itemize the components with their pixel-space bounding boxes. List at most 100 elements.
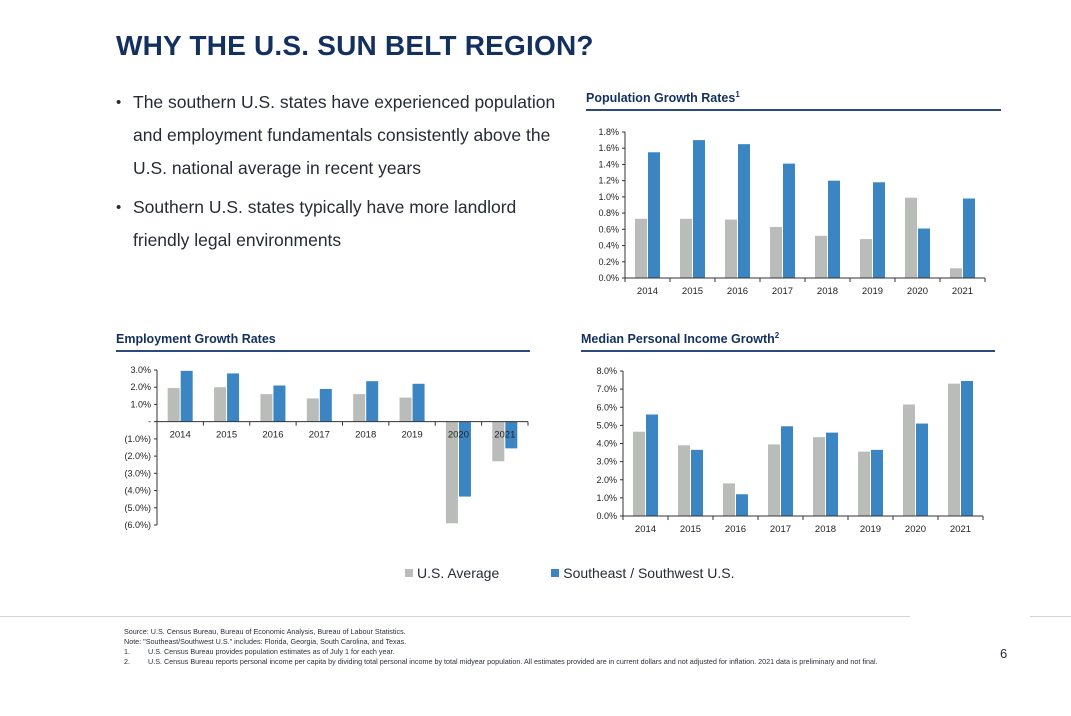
bar-southeast-southwest-2017 [319,388,332,422]
x-tick-label: 2016 [725,524,746,535]
legend-item-se: Southeast / Southwest U.S. [551,565,734,581]
footnotes: Source: U.S. Census Bureau, Bureau of Ec… [124,627,878,667]
bar-southeast-southwest-2014 [648,152,660,278]
y-tick-label: 3.0% [130,365,151,375]
y-tick-label: 0.0% [598,273,619,283]
x-tick-label: 2021 [950,524,971,535]
bar-southeast-southwest-2018 [826,432,838,516]
bar-southeast-southwest-2015 [691,449,703,516]
bar-us-average-2015 [680,218,692,278]
bar-southeast-southwest-2019 [412,383,425,422]
page-title: WHY THE U.S. SUN BELT REGION? [116,30,594,61]
legend-swatch-us [405,569,413,577]
footnote-2: 2. U.S. Census Bureau reports personal in… [124,657,878,666]
bar-us-average-2017 [306,398,319,422]
x-tick-label: 2015 [682,286,703,297]
bar-us-average-2016 [723,483,735,516]
x-tick-label: 2018 [815,524,836,535]
bar-us-average-2014 [167,388,180,422]
y-tick-label: 1.6% [598,143,619,153]
bar-southeast-southwest-2021 [961,380,973,516]
bar-us-average-2021 [492,421,505,462]
population-chart-panel: Population Growth Rates1 [586,90,1001,111]
bar-us-average-2014 [635,218,647,278]
bar-southeast-southwest-2021 [505,421,518,449]
x-tick-label: 2018 [817,286,838,297]
bar-us-average-2019 [858,451,870,516]
y-tick-label: 3.0% [596,457,617,467]
population-growth-chart: 0.0% 0.2% 0.4% 0.6% 0.8% 1.0% 1.2% 1.4% 1.6% 1.8%… [598,127,986,297]
y-tick-label: 6.0% [596,402,617,412]
bar-us-average-2020 [445,421,458,524]
x-tick-label: 2019 [401,430,422,441]
bar-southeast-southwest-2015 [227,373,240,422]
legend-label-se: Southeast / Southwest U.S. [563,565,735,581]
x-tick-label: 2019 [862,286,883,297]
bar-us-average-2019 [860,239,872,278]
income-growth-chart: 0.0% 1.0% 2.0% 3.0% 4.0% 5.0% 6.0% 7.0% 8.0% 2014… [596,366,984,535]
x-tick-label: 2015 [216,430,237,441]
y-tick-label: (5.0%) [124,503,151,513]
bar-us-average-2018 [815,235,827,278]
bar-southeast-southwest-2020 [916,423,928,516]
y-tick-label: (3.0%) [124,468,151,478]
legend-item-us: U.S. Average [405,565,499,581]
legend-swatch-se [551,569,560,577]
bar-southeast-southwest-2014 [180,370,193,422]
y-tick-label: (6.0%) [124,520,151,530]
bar-southeast-southwest-2020 [918,228,930,278]
y-tick-label: 1.4% [598,159,619,169]
bar-us-average-2021 [948,383,960,516]
x-tick-label: 2014 [637,286,658,297]
x-tick-label: 2019 [860,524,881,535]
x-tick-label: 2017 [770,524,791,535]
employment-chart-title: Employment Growth Rates [116,332,276,347]
bar-southeast-southwest-2019 [871,449,883,516]
y-tick-label: 8.0% [596,366,617,376]
y-tick-label: 1.0% [596,493,617,503]
bar-us-average-2015 [214,387,227,422]
bar-southeast-southwest-2017 [783,163,795,278]
region-note: Note: "Southeast/Southwest U.S." include… [124,637,407,646]
bar-southeast-southwest-2021 [963,198,975,278]
y-tick-label: 0.4% [598,241,619,251]
x-tick-label: 2017 [772,286,793,297]
bullet-list: The southern U.S. states have experience… [116,86,556,257]
bar-southeast-southwest-2018 [828,180,840,278]
y-tick-label: - [148,417,151,427]
bar-us-average-2016 [725,219,737,278]
footer-divider [0,616,910,617]
y-tick-label: 1.0% [130,399,151,409]
x-tick-label: 2017 [309,430,330,441]
source-note: Source: U.S. Census Bureau, Bureau of Ec… [124,627,406,636]
bar-southeast-southwest-2020 [458,421,471,497]
x-tick-label: 2014 [170,430,191,441]
y-tick-label: (1.0%) [124,434,151,444]
bar-us-average-2019 [399,397,412,422]
y-tick-label: 1.2% [598,176,619,186]
y-tick-label: (4.0%) [124,486,151,496]
y-tick-label: 4.0% [596,439,617,449]
x-tick-label: 2020 [905,524,926,535]
bar-southeast-southwest-2016 [736,494,748,516]
chart-title-rule [581,350,995,352]
legend: U.S. Average Southeast / Southwest U.S. [405,565,734,581]
y-tick-label: 0.6% [598,224,619,234]
x-tick-label: 2014 [635,524,656,535]
x-tick-label: 2015 [680,524,701,535]
y-tick-label: 0.8% [598,208,619,218]
footnote-1: 1. U.S. Census Bureau provides population… [124,647,395,656]
x-tick-label: 2018 [355,430,376,441]
y-tick-label: 0.2% [598,257,619,267]
page-number: 6 [1000,646,1008,661]
bar-southeast-southwest-2016 [738,144,750,278]
employment-growth-chart: 3.0% 2.0% 1.0% - (1.0%) (2.0%) (3.0%) (4.0%) (5.… [124,365,529,530]
bar-us-average-2018 [353,394,366,422]
bar-southeast-southwest-2019 [873,182,885,278]
x-tick-label: 2020 [907,286,928,297]
footer-divider [1030,616,1071,617]
x-tick-label: 2021 [494,430,515,441]
bullet-item: Southern U.S. states typically have more… [116,191,556,257]
income-chart-panel: Median Personal Income Growth2 [581,331,995,352]
income-chart-title: Median Personal Income Growth2 [581,331,780,347]
